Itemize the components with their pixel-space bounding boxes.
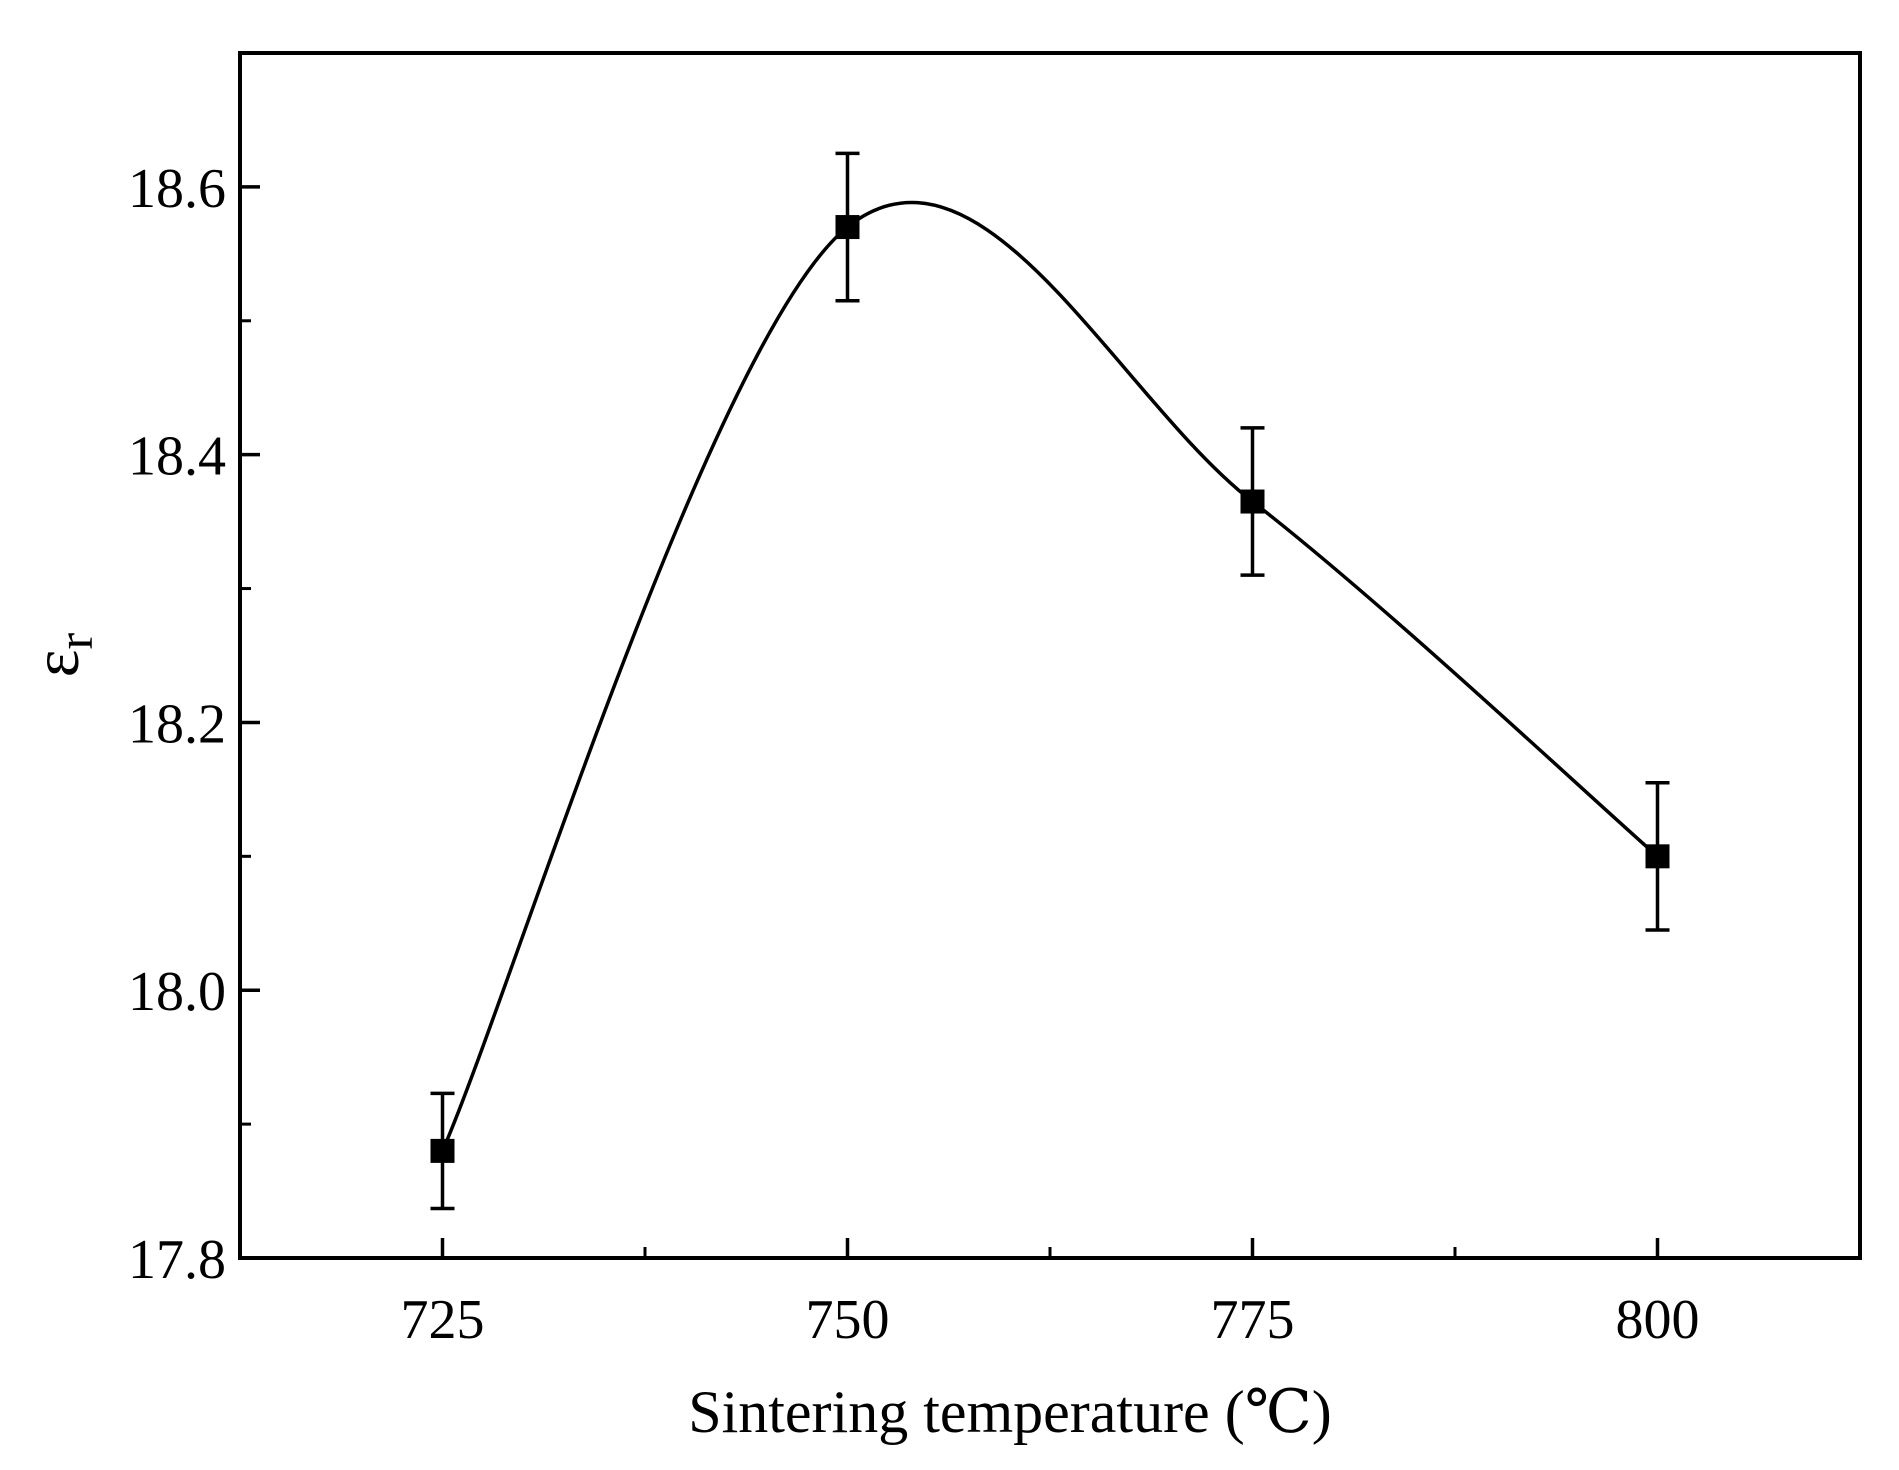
y-tick-label: 17.8: [128, 1229, 226, 1291]
x-tick-label: 775: [1211, 1289, 1295, 1351]
x-axis-tick-labels: 725 750 775 800: [401, 1289, 1700, 1351]
x-axis-ticks: [440, 1238, 1660, 1258]
x-tick-label: 800: [1616, 1289, 1700, 1351]
y-axis-title-subscript: r: [47, 632, 103, 649]
series-curve: [440, 200, 1659, 1152]
y-axis-title-main: ε: [20, 649, 93, 677]
y-axis-ticks: [240, 185, 260, 1260]
data-points: [430, 215, 1670, 1163]
data-point: [430, 1138, 455, 1163]
x-tick-label: 750: [806, 1289, 890, 1351]
x-tick-label: 725: [401, 1289, 485, 1351]
y-axis-title: εr: [20, 632, 103, 677]
y-tick-label: 18.0: [128, 961, 226, 1023]
x-axis-title: Sintering temperature (℃): [688, 1379, 1332, 1445]
plot-frame: [238, 51, 1862, 1260]
y-tick-label: 18.4: [128, 426, 226, 488]
data-point: [1240, 489, 1265, 514]
y-tick-label: 18.6: [128, 158, 226, 220]
y-tick-label: 18.2: [128, 693, 226, 755]
data-point: [1645, 844, 1670, 869]
data-point: [835, 215, 860, 240]
y-axis-tick-labels: 17.8 18.0 18.2 18.4 18.6: [128, 158, 226, 1291]
